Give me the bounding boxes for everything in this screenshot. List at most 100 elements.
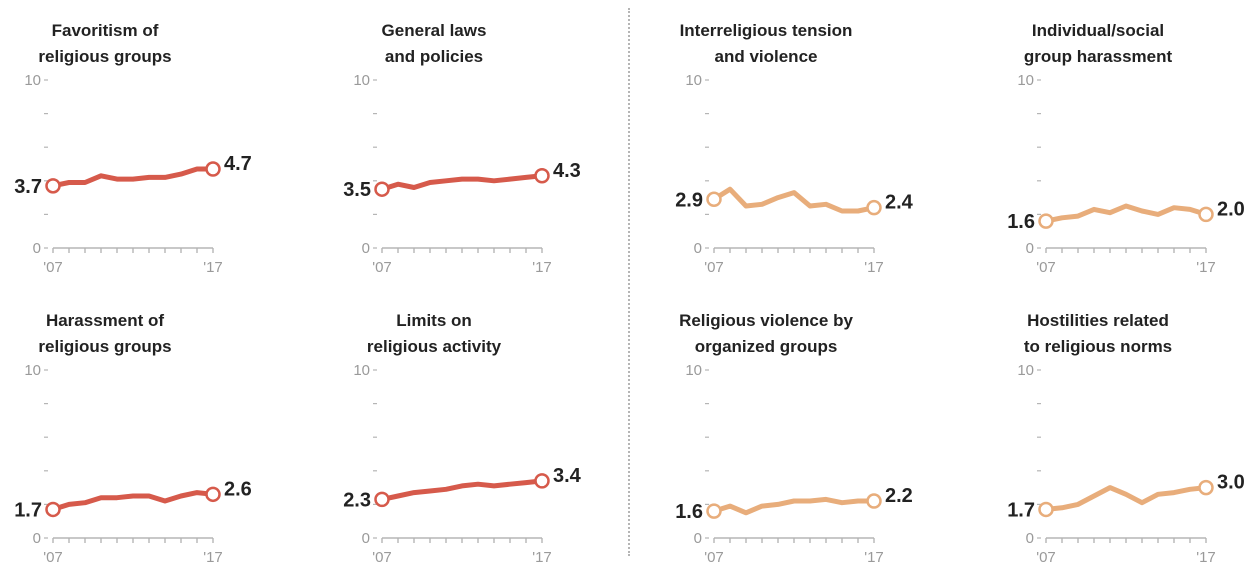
chart-title-line: organized groups (694, 337, 838, 356)
start-value-label: 1.6 (675, 501, 703, 523)
y-tick-label-min: 0 (362, 530, 370, 547)
chart-panel: Individual/social group harassment 10 0'07 '… (993, 0, 1252, 280)
series-line (379, 173, 545, 192)
series-line (50, 166, 216, 189)
line-chart: 10 0'07 '17 2.3 3.4 (343, 362, 582, 566)
chart-title-line: Hostilities related (1027, 311, 1169, 330)
chart-title: Harassment of religious groups (0, 308, 210, 360)
chart-panel: General laws and policies 10 0'07 '17 3.5 4.3 (329, 0, 629, 280)
start-value-label: 2.9 (675, 189, 703, 211)
end-value-label: 2.0 (1217, 198, 1245, 220)
x-tick-label-end: '17 (864, 549, 884, 566)
y-tick-label-max: 10 (1017, 362, 1034, 379)
y-tick-label-max: 10 (1017, 72, 1034, 89)
end-value-label: 3.0 (1217, 472, 1245, 494)
end-point (866, 493, 882, 509)
line-chart: 10 0'07 '17 1.6 2.0 (1007, 72, 1245, 276)
section-divider (628, 8, 630, 556)
chart-title-line: religious activity (366, 337, 502, 356)
line-chart: 10 0'07 '17 3.5 4.3 (343, 72, 581, 276)
y-tick-label-min: 0 (1026, 530, 1034, 547)
line-chart: 10 0'07 '17 3.7 4.7 (14, 72, 252, 276)
chart-panel: Religious violence by organized groups 10 0… (661, 290, 961, 570)
start-point (1038, 213, 1054, 229)
y-tick-label-max: 10 (24, 362, 41, 379)
start-value-label: 3.7 (14, 176, 42, 198)
x-tick-label-end: '17 (1196, 549, 1216, 566)
chart-title-line: General laws (381, 21, 487, 40)
end-point (534, 473, 550, 489)
chart-panel: Limits on religious activity 10 0'07 '17 2.3 3… (329, 290, 629, 570)
line-chart: 10 0'07 '17 1.7 2.6 (14, 362, 252, 566)
y-tick-label-min: 0 (694, 530, 702, 547)
chart-title-line: religious groups (38, 47, 172, 66)
chart-title-line: and violence (714, 47, 818, 66)
start-point (45, 501, 61, 518)
y-tick-label-max: 10 (24, 72, 41, 89)
x-tick-label-start: '07 (704, 259, 724, 276)
chart-title: Limits on religious activity (329, 308, 539, 360)
x-tick-label-start: '07 (372, 259, 392, 276)
y-tick-label-max: 10 (685, 72, 702, 89)
chart-title-line: group harassment (1023, 47, 1173, 66)
chart-title-line: and policies (384, 47, 484, 66)
series-line (50, 490, 216, 512)
x-tick-label-start: '07 (43, 549, 63, 566)
x-tick-label-end: '17 (864, 259, 884, 276)
chart-title: Interreligious tension and violence (661, 18, 871, 70)
chart-title-line: Interreligious tension (679, 21, 853, 40)
series-line (1043, 203, 1209, 224)
chart-panel: Hostilities related to religious norms 10 0… (993, 290, 1252, 570)
start-point (374, 491, 390, 508)
chart-title-line: to religious norms (1023, 337, 1173, 356)
chart-title: Hostilities related to religious norms (993, 308, 1203, 360)
chart-title-line: Individual/social (1031, 21, 1165, 40)
y-tick-label-max: 10 (353, 362, 370, 379)
end-point (1198, 206, 1214, 223)
end-value-label: 2.6 (224, 478, 252, 500)
y-tick-label-max: 10 (685, 362, 702, 379)
end-value-label: 4.3 (553, 160, 581, 182)
series-line (379, 478, 545, 502)
start-value-label: 2.3 (343, 489, 371, 511)
series-line (1043, 485, 1209, 512)
chart-title: Individual/social group harassment (993, 18, 1203, 70)
series-line (711, 496, 877, 516)
end-point (866, 199, 882, 216)
x-tick-label-start: '07 (43, 259, 63, 276)
start-point (374, 181, 390, 197)
y-tick-label-min: 0 (694, 240, 702, 257)
x-tick-label-start: '07 (372, 549, 392, 566)
chart-title: Favoritism of religious groups (0, 18, 210, 70)
start-point (45, 178, 61, 194)
start-value-label: 1.7 (14, 499, 42, 521)
end-value-label: 4.7 (224, 153, 252, 175)
chart-title-line: Limits on (396, 311, 472, 330)
chart-title: Religious violence by organized groups (661, 308, 871, 360)
start-point (1038, 501, 1054, 518)
y-tick-label-min: 0 (1026, 240, 1034, 257)
end-point (205, 486, 221, 503)
start-value-label: 1.6 (1007, 211, 1035, 233)
x-tick-label-end: '17 (532, 549, 552, 566)
chart-title: General laws and policies (329, 18, 539, 70)
x-tick-label-start: '07 (1036, 259, 1056, 276)
end-point (534, 168, 550, 184)
y-tick-label-min: 0 (33, 240, 41, 257)
start-point (706, 191, 722, 208)
series-line (711, 186, 877, 214)
start-point (706, 503, 722, 519)
end-point (205, 161, 221, 177)
line-chart: 10 0'07 '17 1.7 3.0 (1007, 362, 1245, 566)
chart-title-line: Harassment of (45, 311, 165, 330)
end-value-label: 3.4 (553, 465, 582, 487)
chart-title-line: religious groups (38, 337, 172, 356)
start-value-label: 1.7 (1007, 499, 1035, 521)
line-chart: 10 0'07 '17 2.9 2.4 (675, 72, 913, 276)
chart-panel: Interreligious tension and violence 10 0'07… (661, 0, 961, 280)
end-value-label: 2.2 (885, 485, 913, 507)
start-value-label: 3.5 (343, 179, 371, 201)
y-tick-label-min: 0 (33, 530, 41, 547)
x-tick-label-start: '07 (704, 549, 724, 566)
x-tick-label-end: '17 (532, 259, 552, 276)
